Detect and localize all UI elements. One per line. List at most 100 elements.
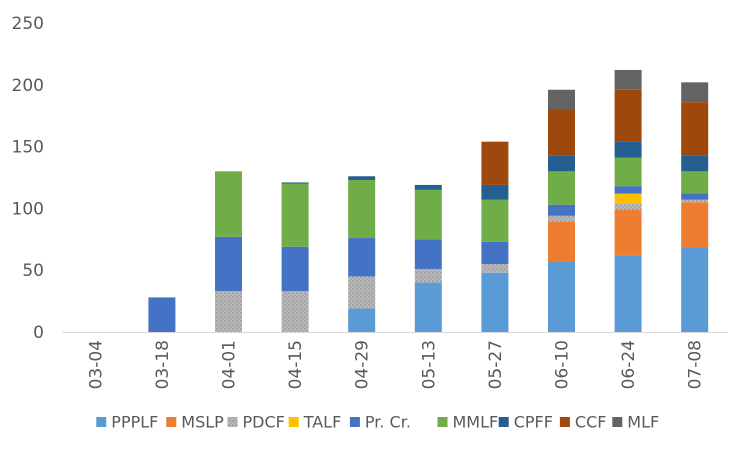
x-tick-label: 04-29	[353, 340, 373, 389]
bar-segment-pr-cr	[481, 241, 509, 265]
legend-item-mmlf: MMLF	[437, 413, 498, 432]
legend-marker	[166, 417, 177, 427]
bar-segment-cpff	[681, 155, 709, 172]
legend-marker	[559, 417, 570, 427]
bar-segment-cpff	[414, 184, 442, 190]
x-tick-label: 05-13	[419, 340, 439, 389]
y-tick-label: 100	[12, 199, 44, 219]
bar-segment-pdcf	[281, 291, 309, 332]
x-tick-label: 05-27	[486, 340, 506, 389]
bar-segment-mmlf	[414, 189, 442, 240]
legend-item-talf: TALF	[288, 413, 342, 432]
legend-label: CPFF	[514, 413, 553, 432]
bar-segment-pdcf	[215, 291, 242, 332]
y-tick-label: 0	[33, 323, 44, 343]
x-tick-label: 06-24	[619, 340, 639, 389]
legend-item-mslp: MSLP	[166, 413, 224, 432]
x-tick-label: 06-10	[553, 340, 573, 389]
legend-item-pdcf: PDCF	[227, 413, 285, 432]
legend-item-pr-cr: Pr. Cr.	[349, 413, 411, 432]
bar-segment-talf	[614, 193, 642, 204]
bar-segment-mmlf	[215, 171, 242, 237]
bar-stack-04-01	[215, 171, 242, 332]
bar-segment-cpff	[614, 141, 642, 158]
x-tick-label: 03-18	[153, 340, 173, 389]
bar-segment-mmlf	[614, 157, 642, 187]
bar-segment-mslp	[681, 202, 709, 248]
y-tick-label: 50	[22, 261, 44, 281]
bar-stack-07-08	[681, 82, 709, 332]
x-tick-label: 04-01	[220, 340, 240, 389]
bar-segment-ppplf	[681, 247, 709, 332]
bar-segment-mmlf	[281, 183, 309, 247]
bar-segment-pr-cr	[281, 246, 309, 292]
legend-label: Pr. Cr.	[365, 413, 411, 432]
legend-label: PPPLF	[111, 413, 158, 432]
bar-stack-06-24	[614, 69, 642, 332]
legend-label: CCF	[575, 413, 607, 432]
bar-segment-ccf	[548, 109, 575, 156]
bar-segment-pr-cr	[681, 193, 709, 200]
legend-label: TALF	[303, 413, 342, 432]
bar-segment-ccf	[481, 141, 509, 185]
x-tick-label: 03-04	[86, 340, 106, 389]
bar-segment-cpff	[348, 176, 376, 180]
bar-segment-mmlf	[681, 171, 709, 194]
legend-label: MSLP	[181, 413, 224, 432]
bar-segment-pr-cr	[414, 239, 442, 269]
bar-stacks	[148, 69, 709, 332]
bar-segment-cpff	[281, 182, 309, 184]
y-tick-label: 150	[12, 138, 44, 158]
legend-marker	[96, 417, 107, 427]
bar-segment-ccf	[681, 102, 709, 156]
bar-segment-pdcf	[481, 264, 509, 273]
x-tick-label: 07-08	[686, 340, 706, 389]
bar-segment-ppplf	[614, 255, 642, 332]
bar-segment-mmlf	[348, 179, 376, 239]
bar-segment-cpff	[481, 184, 509, 200]
y-tick-label: 200	[12, 76, 44, 96]
bar-segment-pdcf	[414, 268, 442, 283]
bar-segment-pdcf	[348, 276, 376, 309]
bar-segment-ccf	[614, 89, 642, 142]
bar-segment-mlf	[548, 89, 575, 110]
bar-segment-ppplf	[548, 261, 575, 332]
legend-marker	[288, 417, 299, 427]
legend-marker	[227, 417, 238, 427]
legend-item-mlf: MLF	[612, 413, 659, 432]
bar-segment-pdcf	[548, 215, 575, 222]
y-axis: 0 50 100 150 200 250	[12, 14, 44, 343]
legend-item-cpff: CPFF	[498, 413, 553, 432]
bar-segment-cpff	[548, 155, 575, 172]
bar-segment-mslp	[614, 209, 642, 256]
bar-segment-ppplf	[348, 308, 376, 332]
bar-stack-04-29	[348, 176, 376, 332]
legend: PPPLF MSLP PDCF TALF Pr. Cr. MMLF CPFF CCF MLF	[96, 413, 659, 432]
bar-segment-mmlf	[548, 171, 575, 205]
legend-marker	[498, 417, 509, 427]
bar-segment-mmlf	[481, 199, 509, 242]
legend-marker	[612, 417, 623, 427]
bar-stack-06-10	[548, 89, 575, 332]
bar-segment-pr-cr	[215, 236, 242, 292]
bar-segment-mslp	[548, 221, 575, 262]
legend-item-ccf: CCF	[559, 413, 607, 432]
bar-segment-mlf	[681, 82, 709, 103]
y-tick-label: 250	[12, 14, 44, 34]
bar-segment-ppplf	[481, 272, 509, 332]
x-tick-label: 04-15	[286, 340, 306, 389]
bar-stack-05-13	[414, 184, 442, 332]
legend-marker	[349, 417, 360, 427]
legend-label: PDCF	[243, 413, 285, 432]
bar-segment-ppplf	[414, 282, 442, 332]
bar-stack-04-15	[281, 182, 309, 332]
legend-item-ppplf: PPPLF	[96, 413, 158, 432]
bar-segment-pr-cr	[548, 204, 575, 216]
bar-segment-pr-cr	[348, 238, 376, 277]
bar-segment-pr-cr	[614, 186, 642, 194]
bar-segment-pdcf	[614, 203, 642, 210]
bar-stack-05-27	[481, 141, 509, 332]
legend-label: MLF	[627, 413, 659, 432]
